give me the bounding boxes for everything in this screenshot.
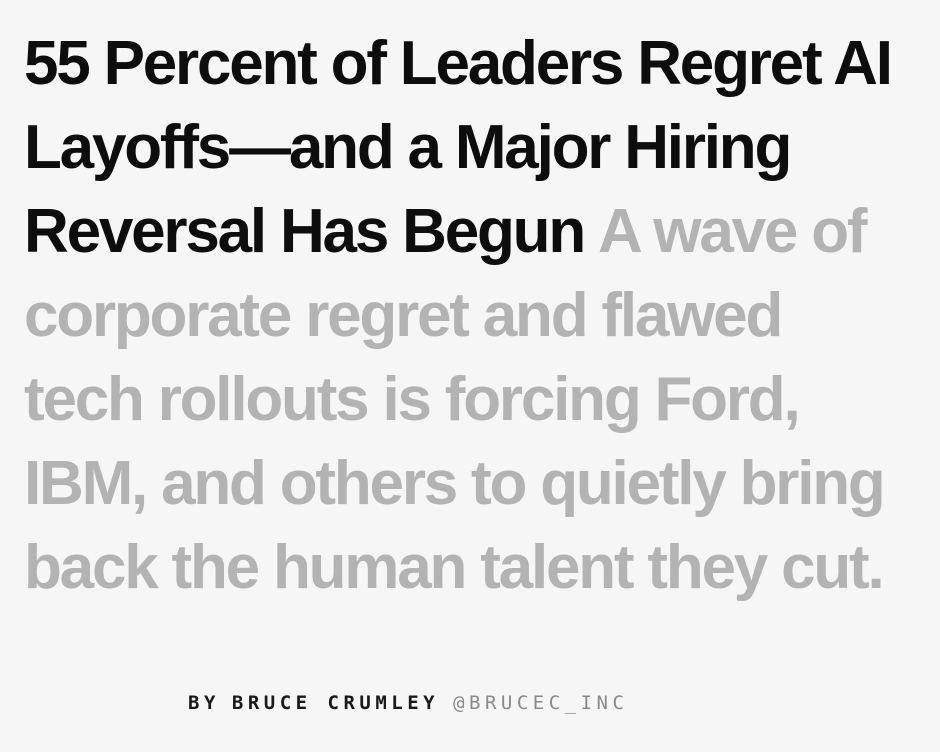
byline-handle[interactable]: @BRUCEC_INC	[453, 692, 629, 714]
byline-prefix: BY	[188, 692, 220, 714]
headline-block: 55 Percent of Leaders Regret AI Layoffs—…	[24, 22, 914, 610]
headline-dek: A wave of corporate regret and flawed te…	[24, 197, 886, 602]
byline-author[interactable]: BRUCE CRUMLEY	[231, 692, 440, 714]
byline: BY BRUCE CRUMLEY @BRUCEC_INC	[188, 692, 628, 714]
headline-title: 55 Percent of Leaders Regret AI Layoffs—…	[24, 29, 893, 266]
